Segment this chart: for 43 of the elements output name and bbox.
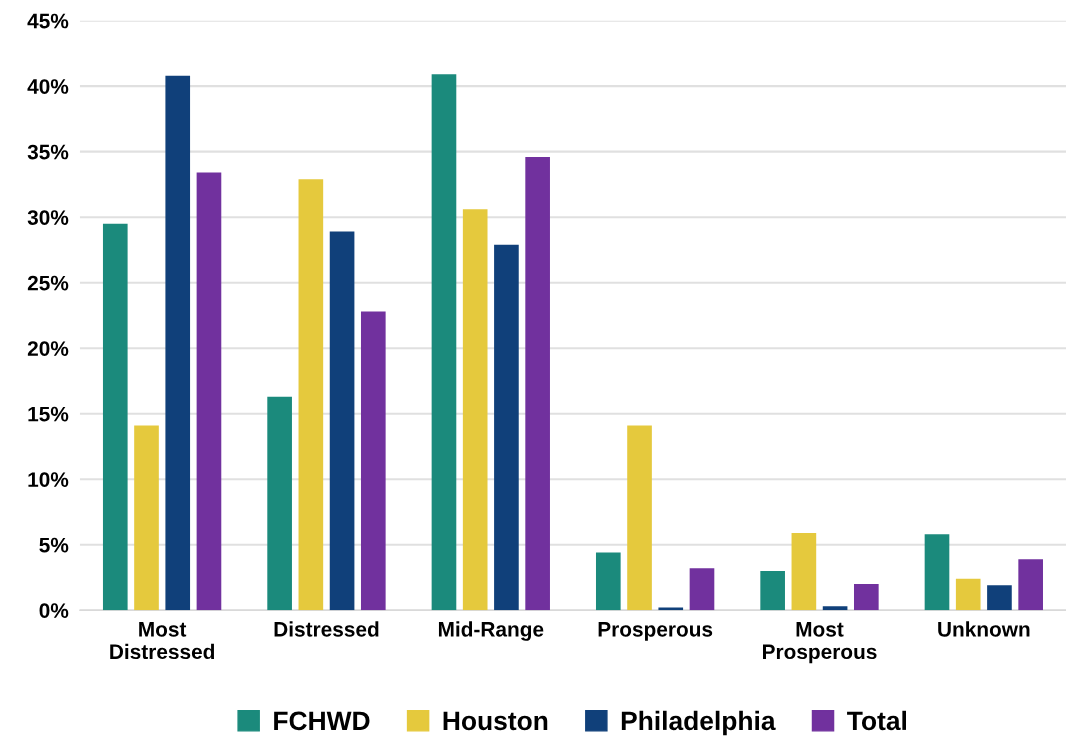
bar	[822, 606, 848, 611]
bar	[987, 585, 1012, 611]
y-tick-label: 40%	[27, 79, 69, 94]
y-tick-label: 0%	[39, 603, 69, 618]
y-tick-label: 45%	[27, 13, 69, 29]
bar	[462, 209, 488, 611]
bar	[760, 570, 785, 611]
legend-label: Total	[847, 710, 906, 731]
legend-label: Houston	[443, 711, 548, 731]
y-tick-label: 5%	[39, 537, 69, 553]
bar	[1018, 559, 1043, 611]
bar	[525, 156, 550, 611]
legend-label: FCHWD	[274, 711, 370, 731]
x-tick-label: Unknown	[938, 621, 1030, 637]
bar	[791, 532, 817, 611]
bar	[924, 534, 950, 611]
bar	[196, 172, 222, 611]
x-tick-label: Mid-Range	[438, 621, 544, 641]
x-tick-label: Most Distressed	[110, 622, 215, 660]
bar	[689, 568, 715, 611]
bar	[329, 231, 355, 611]
bar	[165, 75, 191, 611]
bar	[955, 578, 981, 611]
y-tick-label: 10%	[28, 472, 69, 487]
bar	[595, 552, 621, 611]
bar	[360, 311, 386, 611]
bar	[494, 244, 519, 611]
bar	[267, 396, 292, 611]
x-tick-label: Most Prosperous	[763, 622, 877, 664]
bar	[431, 74, 457, 611]
bar	[854, 584, 879, 611]
bar	[134, 425, 159, 611]
x-tick-label: Prosperous	[598, 622, 713, 641]
bar	[298, 179, 324, 611]
y-tick-label: 35%	[27, 144, 69, 160]
y-tick-label: 30%	[27, 210, 69, 225]
y-tick-label: 20%	[27, 341, 69, 356]
bar	[627, 425, 652, 611]
legend-label: Philadelphia	[621, 710, 776, 736]
x-tick-label: Distressed	[274, 621, 379, 637]
y-tick-label: 25%	[27, 275, 69, 291]
bar	[102, 223, 128, 611]
y-tick-label: 15%	[28, 406, 69, 422]
